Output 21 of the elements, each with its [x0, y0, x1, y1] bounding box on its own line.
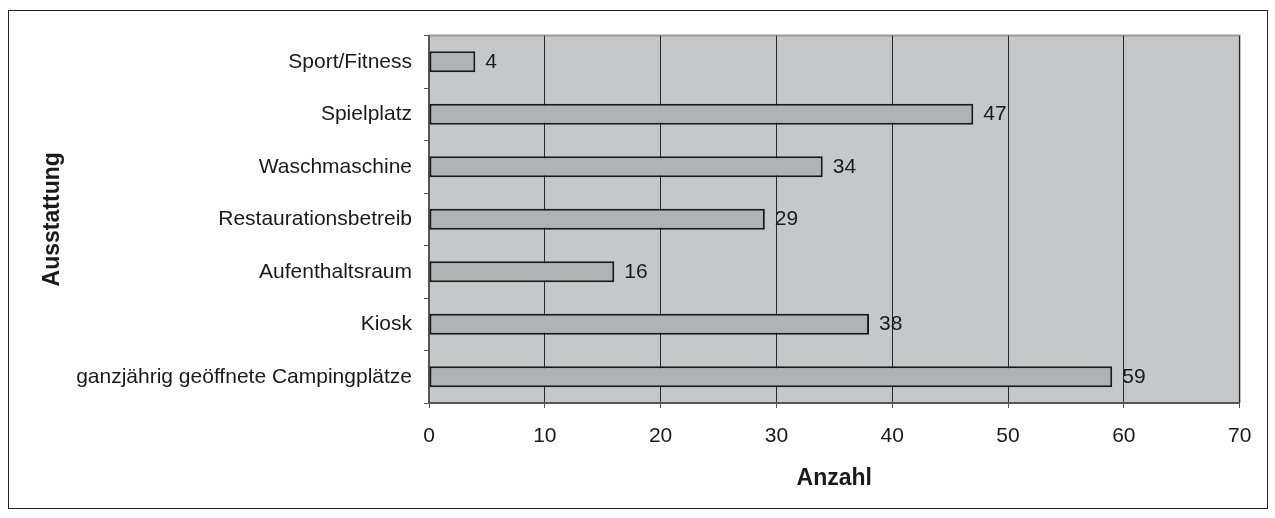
x-tick-label: 10 [533, 423, 557, 447]
x-tick-label: 50 [996, 423, 1020, 447]
x-tick-label: 70 [1227, 423, 1252, 447]
x-tick-label: 60 [1112, 423, 1136, 447]
y-axis-title: Ausstattung [38, 152, 65, 287]
y-tick-label: Sport/Fitness [288, 48, 412, 72]
x-tick-label: 0 [423, 423, 435, 447]
data-label: 4 [485, 48, 498, 72]
x-axis-title: Anzahl [796, 464, 873, 491]
y-tick-label: ganzjährig geöffnete Campingplätze [76, 363, 412, 387]
y-tick-label: Kiosk [360, 311, 413, 335]
data-label: 16 [624, 258, 648, 282]
y-tick-label: Restaurationsbetreib [218, 206, 412, 230]
data-label: 47 [983, 101, 1007, 125]
data-label: 34 [832, 153, 857, 177]
x-tick-label: 30 [764, 423, 789, 447]
y-tick-label: Spielplatz [320, 101, 412, 125]
y-tick-label: Waschmaschine [258, 153, 412, 177]
y-tick-label: Aufenthaltsraum [259, 258, 412, 282]
x-tick-label: 20 [648, 423, 673, 447]
x-tick-label: 40 [880, 423, 904, 447]
